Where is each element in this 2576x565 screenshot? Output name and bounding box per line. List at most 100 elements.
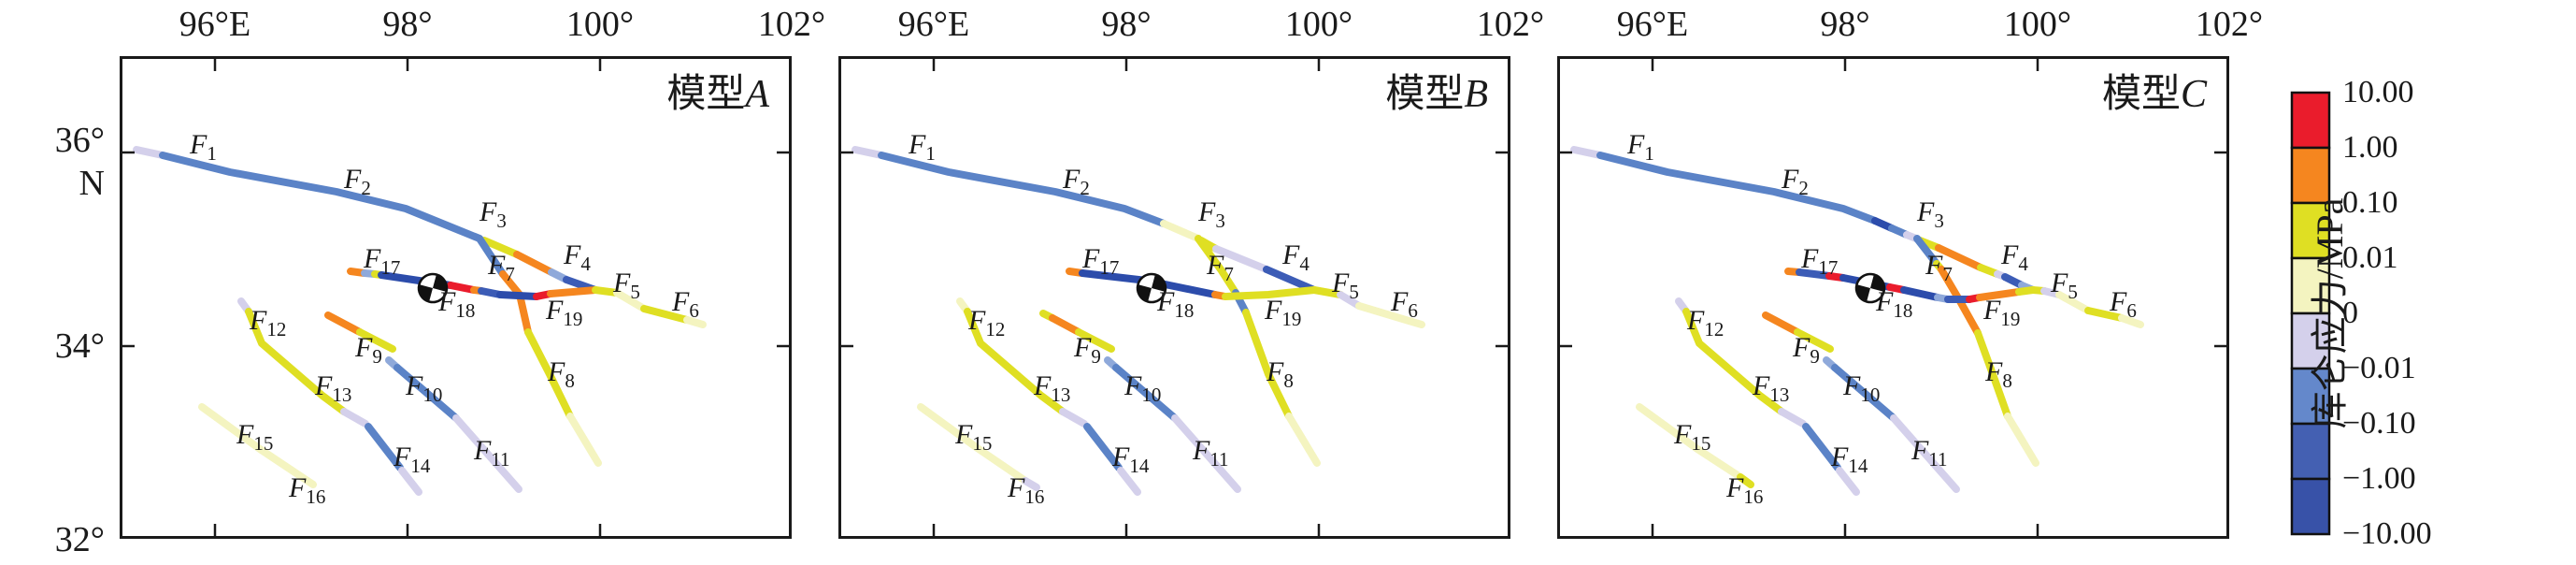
fault-segment bbox=[1212, 245, 1270, 273]
fault-segment bbox=[524, 328, 574, 420]
fault-label-F9: F9 bbox=[354, 332, 382, 368]
fault-label-F12: F12 bbox=[249, 305, 286, 340]
fault-segment bbox=[1802, 423, 1841, 471]
fault-segment bbox=[1285, 413, 1321, 467]
colorbar-tick-label: −0.01 bbox=[2342, 351, 2416, 385]
fault-segment bbox=[2055, 291, 2092, 314]
fault-segment bbox=[133, 146, 166, 159]
x-axis-tick-label: 102° bbox=[757, 5, 826, 44]
fault-segment bbox=[1263, 266, 1318, 294]
fault-segment bbox=[1778, 408, 1807, 427]
fault-label-F12: F12 bbox=[967, 305, 1005, 340]
fault-segment bbox=[2004, 413, 2039, 467]
fault-label-F4: F4 bbox=[1281, 239, 1309, 275]
colorbar bbox=[2290, 91, 2331, 536]
fault-segment bbox=[1160, 220, 1202, 242]
map-panel-model-C: F1 F2 F3 F4 F5 F6 F7 F8 F9 F10 F11 F12 F13 F14 F15 F16 F… bbox=[1557, 56, 2229, 539]
fault-label-F17: F17 bbox=[1800, 243, 1838, 279]
fault-segment bbox=[1796, 268, 1833, 280]
x-axis-tick-label: 102° bbox=[1476, 5, 1545, 44]
fault-label-F3: F3 bbox=[479, 196, 507, 232]
x-axis-tick-label: 96°E bbox=[179, 5, 251, 44]
fault-label-F11: F11 bbox=[1192, 435, 1229, 471]
fault-segment bbox=[2084, 307, 2125, 322]
fault-label-F1: F1 bbox=[908, 129, 936, 165]
colorbar-tick-label: 0.10 bbox=[2342, 185, 2398, 220]
fault-label-F4: F4 bbox=[563, 239, 591, 275]
fault-segment bbox=[1596, 152, 1879, 225]
x-axis-tick-label: 98° bbox=[382, 5, 433, 44]
x-axis-tick-label: 102° bbox=[2195, 5, 2264, 44]
fault-label-F12: F12 bbox=[1686, 305, 1724, 340]
fault-label-F5: F5 bbox=[612, 268, 640, 303]
fault-label-F3: F3 bbox=[1197, 196, 1225, 232]
fault-label-F17: F17 bbox=[363, 243, 400, 279]
colorbar-tick-label: 0 bbox=[2342, 296, 2358, 330]
colorbar-segment bbox=[2290, 311, 2331, 370]
fault-label-F10: F10 bbox=[405, 370, 442, 406]
fault-segment bbox=[1636, 403, 1744, 481]
fault-label-F8: F8 bbox=[547, 356, 575, 392]
fault-segment bbox=[1974, 329, 2011, 420]
fault-label-F8: F8 bbox=[1984, 356, 2012, 392]
fault-segment bbox=[1935, 244, 1984, 271]
fault-segment bbox=[356, 328, 396, 353]
fault-segment bbox=[1049, 314, 1082, 336]
fault-label-F11: F11 bbox=[473, 435, 510, 471]
fault-segment bbox=[547, 286, 599, 297]
colorbar-segment bbox=[2290, 256, 2331, 315]
fault-label-F1: F1 bbox=[189, 129, 217, 165]
focal-mechanism-beachball-icon bbox=[1854, 272, 1886, 304]
fault-segment bbox=[365, 423, 404, 471]
fault-segment bbox=[1976, 288, 2023, 301]
fault-segment bbox=[878, 152, 1167, 227]
fault-segment bbox=[852, 146, 885, 159]
fault-segment bbox=[1831, 364, 1897, 422]
fault-segment bbox=[452, 414, 522, 493]
fault-label-F17: F17 bbox=[1081, 243, 1119, 279]
fault-label-F6: F6 bbox=[1390, 286, 1418, 322]
fault-segment bbox=[917, 403, 1029, 485]
fault-label-F1: F1 bbox=[1626, 129, 1654, 165]
fault-segment bbox=[1222, 286, 1318, 300]
fault-label-F15: F15 bbox=[954, 419, 992, 455]
fault-label-F3: F3 bbox=[1916, 196, 1944, 232]
x-axis-tick-label: 100° bbox=[565, 5, 635, 44]
fault-segment bbox=[324, 311, 364, 336]
fault-segment bbox=[1310, 286, 1344, 298]
colorbar-tick-label: 1.00 bbox=[2342, 130, 2398, 165]
x-axis-tick-label: 98° bbox=[1820, 5, 1870, 44]
fault-segment bbox=[245, 308, 348, 415]
colorbar-segment bbox=[2290, 477, 2331, 536]
fault-segment bbox=[1890, 414, 1960, 493]
fault-segment bbox=[340, 408, 369, 427]
fault-segment bbox=[1195, 235, 1239, 297]
fault-label-F14: F14 bbox=[1830, 442, 1868, 477]
fault-label-F2: F2 bbox=[1062, 164, 1090, 199]
fault-label-F10: F10 bbox=[1842, 370, 1880, 406]
fault-segment bbox=[496, 291, 540, 300]
fault-label-F15: F15 bbox=[1673, 419, 1710, 455]
focal-mechanism-beachball-icon bbox=[1136, 272, 1167, 304]
colorbar-tick-label: −10.00 bbox=[2342, 516, 2432, 551]
fault-segment bbox=[1682, 308, 1785, 415]
fault-label-F2: F2 bbox=[1781, 164, 1809, 199]
fault-segment bbox=[2118, 314, 2144, 328]
fault-segment bbox=[1242, 309, 1293, 420]
fault-label-F13: F13 bbox=[314, 370, 351, 406]
colorbar-tick-label: 0.01 bbox=[2342, 240, 2398, 275]
focal-mechanism-beachball-icon bbox=[417, 272, 449, 304]
fault-segment bbox=[1794, 328, 1834, 353]
colorbar-segment bbox=[2290, 146, 2331, 205]
fault-segment bbox=[1171, 414, 1241, 493]
colorbar-segment bbox=[2290, 367, 2331, 426]
fault-segment bbox=[1355, 302, 1425, 328]
fault-segment bbox=[1112, 364, 1179, 422]
fault-segment bbox=[1836, 467, 1860, 496]
x-axis-tick-label: 100° bbox=[1284, 5, 1353, 44]
fault-segment bbox=[683, 316, 707, 328]
fault-label-F13: F13 bbox=[1033, 370, 1070, 406]
